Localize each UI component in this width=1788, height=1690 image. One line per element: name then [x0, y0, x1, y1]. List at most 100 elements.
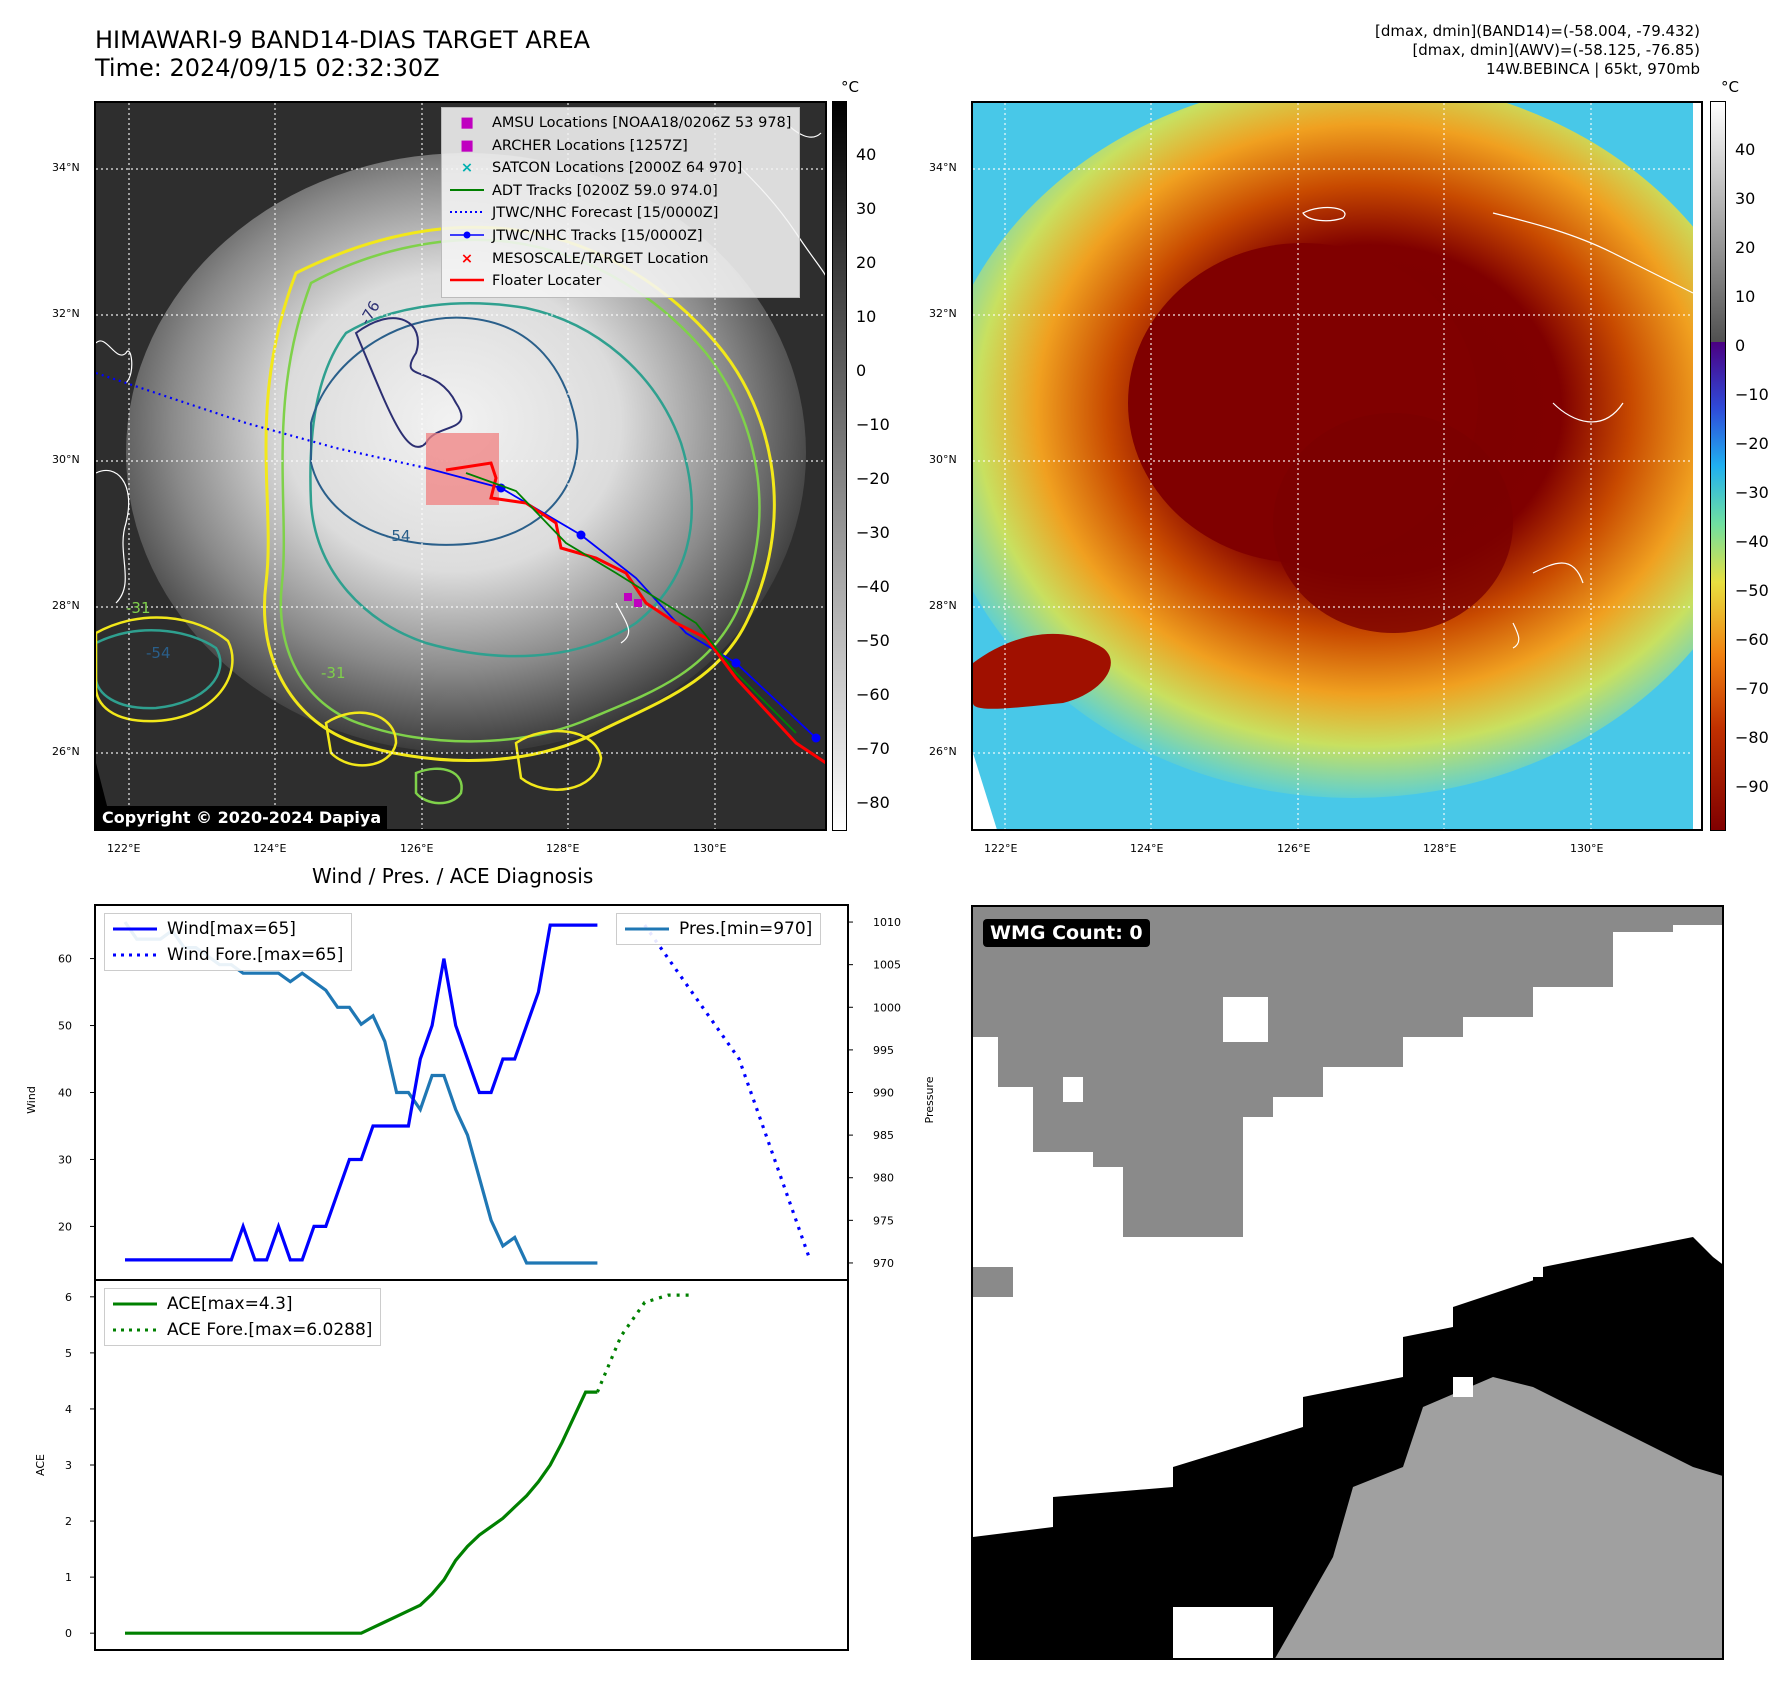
tick-label: 20: [58, 1220, 72, 1233]
stats-awv: [dmax, dmin](AWV)=(-58.125, -76.85): [1412, 41, 1700, 59]
legend-item-ace-fore: ACE Fore.[max=6.0288]: [113, 1317, 372, 1343]
title-line2: Time: 2024/09/15 02:32:30Z: [95, 54, 440, 82]
wind-series-line: [125, 923, 598, 1262]
pressure-series-line: [123, 921, 598, 1265]
lat-label: 28°N: [929, 599, 957, 612]
ace-forecast-series-line: [595, 1293, 692, 1393]
colorbar-tick: −70: [1735, 679, 1769, 698]
colorbar-tick: −30: [856, 523, 890, 542]
lat-label: 32°N: [52, 307, 80, 320]
colorbar-tick: 30: [856, 199, 877, 218]
colorbar-tick: 40: [1735, 140, 1756, 159]
tick-label: 990: [873, 1087, 894, 1100]
square-marker-icon: ■: [460, 115, 474, 131]
lon-label: 126°E: [400, 842, 434, 855]
legend-item-wind: Wind[max=65]: [113, 916, 343, 942]
lat-label: 28°N: [52, 599, 80, 612]
dotted-line-icon: [113, 953, 157, 957]
colorbar-tick: −50: [1735, 581, 1769, 600]
colorbar-tick: −10: [1735, 385, 1769, 404]
legend-item-target: × MESOSCALE/TARGET Location: [450, 248, 791, 271]
diag-title: Wind / Pres. / ACE Diagnosis: [312, 864, 594, 888]
legend-item-wind-fore: Wind Fore.[max=65]: [113, 942, 343, 968]
tick-label: 6: [65, 1291, 72, 1304]
wind-axis-label: Wind: [25, 1086, 38, 1114]
tick-label: 1000: [873, 1001, 901, 1014]
contour-label: -31: [321, 664, 346, 682]
lat-label: 26°N: [929, 745, 957, 758]
solid-line-icon: [113, 927, 157, 931]
tick-label: 3: [65, 1459, 72, 1472]
wmg-image: [973, 907, 1722, 1658]
right-map-image: [973, 103, 1701, 829]
left-map-panel: -76 -54 -54 -31 -31 Copyright © 2020-202…: [94, 101, 827, 831]
tick-label: 1010: [873, 916, 901, 929]
pressure-legend: Pres.[min=970]: [616, 913, 822, 945]
dot-line-icon: [450, 225, 484, 248]
colorbar-tick: 20: [856, 253, 877, 272]
line-marker-icon: [450, 270, 484, 293]
colorbar-tick: 10: [856, 307, 877, 326]
colorbar-tick: −20: [856, 469, 890, 488]
colorbar-tick: 20: [1735, 238, 1756, 257]
colorbar-tick: −90: [1735, 777, 1769, 796]
ace-series-line: [125, 1390, 598, 1635]
tick-label: 1005: [873, 959, 901, 972]
legend-item-pressure: Pres.[min=970]: [625, 916, 812, 942]
legend-item-amsu: ■ AMSU Locations [NOAA18/0206Z 53 978]: [450, 112, 791, 135]
contour-label: -54: [146, 644, 171, 662]
colorbar-tick: −60: [1735, 630, 1769, 649]
left-map-legend: ■ AMSU Locations [NOAA18/0206Z 53 978] ■ A…: [441, 107, 801, 298]
wmg-panel: WMG Count: 0: [971, 905, 1724, 1660]
right-colorbar-unit: °C: [1721, 78, 1739, 96]
tick-label: 985: [873, 1129, 894, 1142]
lon-label: 130°E: [1570, 842, 1604, 855]
left-colorbar-unit: °C: [841, 78, 859, 96]
stats-band14: [dmax, dmin](BAND14)=(-58.004, -79.432): [1375, 22, 1700, 40]
tick-label: 2: [65, 1515, 72, 1528]
tick-label: 0: [65, 1627, 72, 1640]
lat-label: 34°N: [929, 161, 957, 174]
lat-label: 34°N: [52, 161, 80, 174]
lon-label: 126°E: [1277, 842, 1311, 855]
wind-forecast-series-line: [643, 924, 812, 1261]
tick-label: 995: [873, 1044, 894, 1057]
legend-item-adt: ADT Tracks [0200Z 59.0 974.0]: [450, 180, 791, 203]
colorbar-tick: 0: [1735, 336, 1746, 355]
series-layer: [123, 921, 812, 1635]
colorbar-tick: −80: [856, 793, 890, 812]
legend-item-floater: Floater Locater: [450, 270, 791, 293]
lon-label: 122°E: [107, 842, 141, 855]
colorbar-tick: −10: [856, 415, 890, 434]
colorbar-tick: −40: [856, 577, 890, 596]
solid-line-icon: [625, 927, 669, 931]
colorbar-tick: 30: [1735, 189, 1756, 208]
ace-legend: ACE[max=4.3] ACE Fore.[max=6.0288]: [104, 1288, 382, 1346]
colorbar-tick: 40: [856, 145, 877, 164]
wmg-count-badge: WMG Count: 0: [983, 919, 1150, 947]
wind-legend: Wind[max=65] Wind Fore.[max=65]: [104, 913, 353, 971]
tick-label: 5: [65, 1347, 72, 1360]
lat-label: 30°N: [52, 453, 80, 466]
title-line1: HIMAWARI-9 BAND14-DIAS TARGET AREA: [95, 26, 591, 54]
lon-label: 130°E: [693, 842, 727, 855]
legend-item-jtwc-forecast: JTWC/NHC Forecast [15/0000Z]: [450, 202, 791, 225]
left-colorbar: [832, 101, 847, 831]
tick-label: 980: [873, 1172, 894, 1185]
tick-label: 1: [65, 1571, 72, 1584]
lon-label: 128°E: [1423, 842, 1457, 855]
tick-label: 40: [58, 1087, 72, 1100]
cross-marker-icon: ×: [460, 250, 474, 267]
lon-label: 124°E: [253, 842, 287, 855]
colorbar-tick: −40: [1735, 532, 1769, 551]
colorbar-tick: −80: [1735, 728, 1769, 747]
contour-label: -54: [386, 527, 411, 545]
lon-label: 124°E: [1130, 842, 1164, 855]
dotted-line-icon: [450, 202, 484, 225]
tick-label: 30: [58, 1153, 72, 1166]
figure-title: HIMAWARI-9 BAND14-DIAS TARGET AREA Time:…: [95, 26, 590, 82]
colorbar-tick: 0: [856, 361, 867, 380]
lat-label: 32°N: [929, 307, 957, 320]
copyright-badge: Copyright © 2020-2024 Dapiya: [96, 806, 388, 829]
